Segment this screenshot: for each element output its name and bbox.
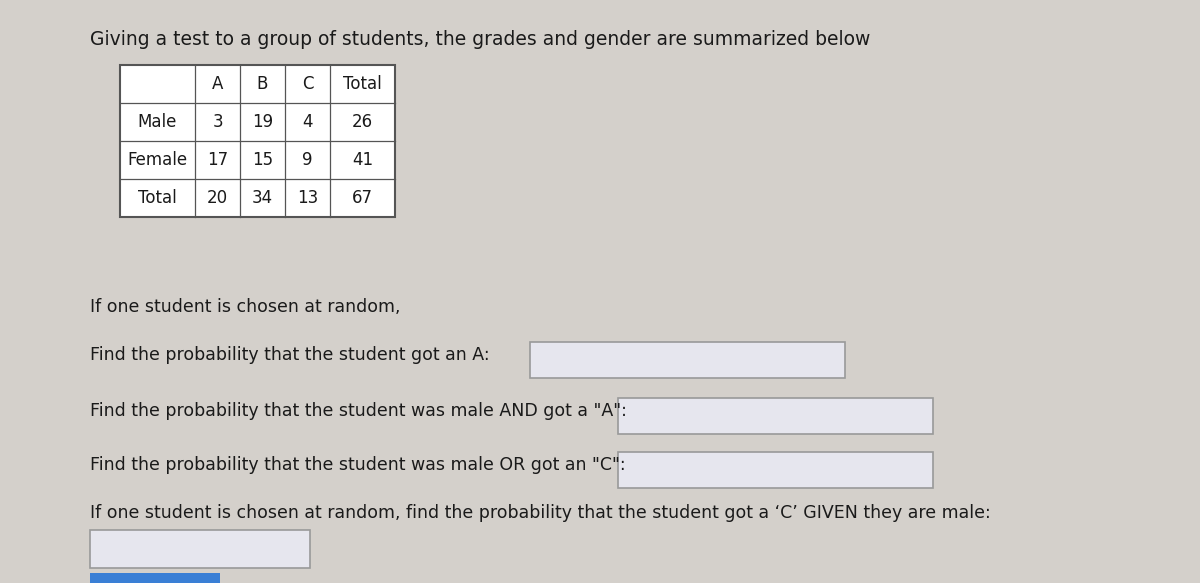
Text: 34: 34 (252, 189, 274, 207)
Text: Find the probability that the student was male OR got an "C":: Find the probability that the student wa… (90, 456, 625, 474)
Text: Find the probability that the student got an A:: Find the probability that the student go… (90, 346, 490, 364)
Text: 9: 9 (302, 151, 313, 169)
Text: 13: 13 (296, 189, 318, 207)
Text: 19: 19 (252, 113, 274, 131)
Bar (90, 573, 220, 583)
Text: 3: 3 (212, 113, 223, 131)
Bar (90, 530, 310, 568)
Text: 20: 20 (206, 189, 228, 207)
Text: C: C (301, 75, 313, 93)
Text: B: B (257, 75, 268, 93)
Text: A: A (212, 75, 223, 93)
Text: Giving a test to a group of students, the grades and gender are summarized below: Giving a test to a group of students, th… (90, 30, 870, 49)
Text: Female: Female (127, 151, 187, 169)
Text: If one student is chosen at random,: If one student is chosen at random, (90, 298, 401, 316)
Bar (618, 398, 934, 434)
Bar (120, 65, 395, 217)
Bar (618, 452, 934, 488)
Text: 15: 15 (252, 151, 274, 169)
Text: 17: 17 (206, 151, 228, 169)
Text: Male: Male (138, 113, 178, 131)
Text: 67: 67 (352, 189, 373, 207)
Text: If one student is chosen at random, find the probability that the student got a : If one student is chosen at random, find… (90, 504, 991, 522)
Text: 26: 26 (352, 113, 373, 131)
Text: 4: 4 (302, 113, 313, 131)
Bar (530, 342, 845, 378)
Text: Total: Total (138, 189, 176, 207)
Text: 41: 41 (352, 151, 373, 169)
Text: Find the probability that the student was male AND got a "A":: Find the probability that the student wa… (90, 402, 626, 420)
Text: Total: Total (343, 75, 382, 93)
